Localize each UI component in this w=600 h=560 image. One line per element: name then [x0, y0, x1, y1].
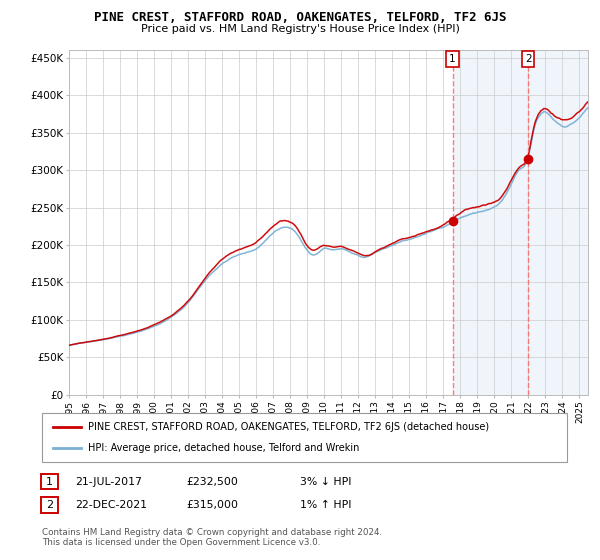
Text: £315,000: £315,000 [186, 500, 238, 510]
Text: 1: 1 [449, 54, 456, 64]
Bar [452, 50, 600, 395]
Text: 2: 2 [525, 54, 532, 64]
Text: HPI: Average price, detached house, Telford and Wrekin: HPI: Average price, detached house, Telf… [88, 443, 359, 453]
Text: 21-JUL-2017: 21-JUL-2017 [75, 477, 142, 487]
Text: 1: 1 [46, 477, 53, 487]
Text: 1% ↑ HPI: 1% ↑ HPI [300, 500, 352, 510]
Text: 22-DEC-2021: 22-DEC-2021 [75, 500, 147, 510]
Text: Price paid vs. HM Land Registry's House Price Index (HPI): Price paid vs. HM Land Registry's House … [140, 24, 460, 34]
Text: PINE CREST, STAFFORD ROAD, OAKENGATES, TELFORD, TF2 6JS: PINE CREST, STAFFORD ROAD, OAKENGATES, T… [94, 11, 506, 24]
Text: Contains HM Land Registry data © Crown copyright and database right 2024.
This d: Contains HM Land Registry data © Crown c… [42, 528, 382, 547]
Text: 3% ↓ HPI: 3% ↓ HPI [300, 477, 352, 487]
Text: PINE CREST, STAFFORD ROAD, OAKENGATES, TELFORD, TF2 6JS (detached house): PINE CREST, STAFFORD ROAD, OAKENGATES, T… [88, 422, 490, 432]
Text: 2: 2 [46, 500, 53, 510]
Text: £232,500: £232,500 [186, 477, 238, 487]
